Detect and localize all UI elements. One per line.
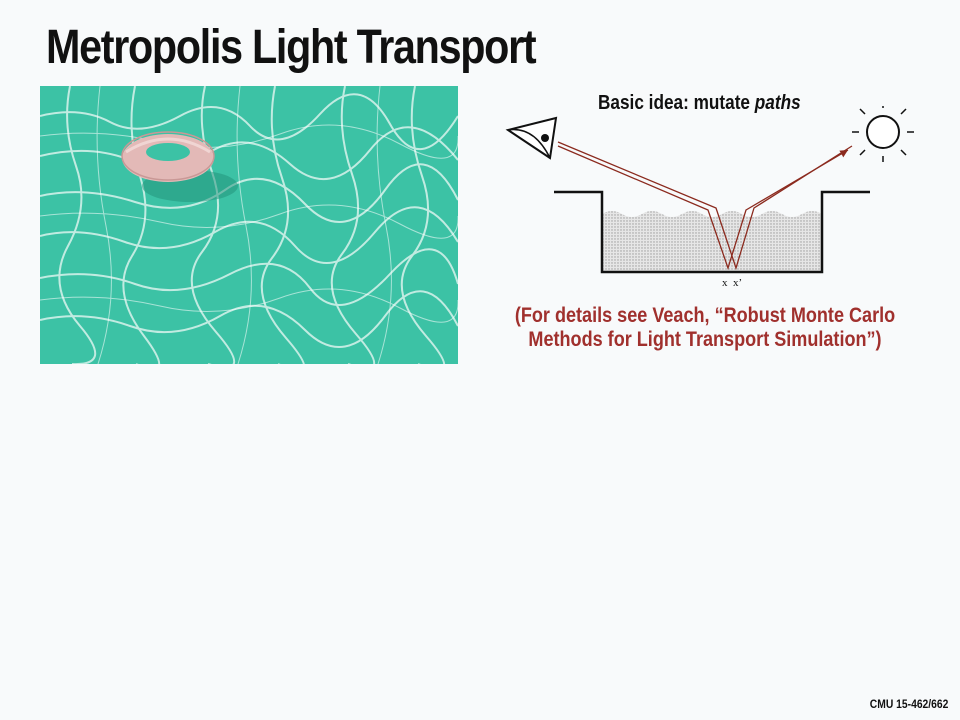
light-paths: [557, 141, 853, 271]
course-footer: CMU 15-462/662: [869, 697, 948, 711]
slide-title: Metropolis Light Transport: [46, 21, 537, 74]
sun-icon: [852, 106, 914, 162]
basic-idea-caption: Basic idea: mutate paths: [598, 92, 801, 115]
path-mutation-diagram: x x’: [505, 106, 914, 289]
details-line-2: Methods for Light Transport Simulation”): [528, 328, 882, 351]
water-region: [602, 211, 822, 272]
point-x-label: x: [722, 277, 728, 289]
eye-icon: [505, 116, 558, 160]
pool-render-image: [40, 86, 458, 364]
details-line-1: (For details see Veach, “Robust Monte Ca…: [514, 304, 896, 327]
basic-idea-emphasis: paths: [754, 92, 801, 114]
pool-walls: [554, 190, 870, 274]
point-x-prime-label: x’: [733, 277, 742, 289]
details-reference: (For details see Veach, “Robust Monte Ca…: [480, 304, 930, 352]
basic-idea-label: Basic idea: mutate: [598, 92, 755, 114]
